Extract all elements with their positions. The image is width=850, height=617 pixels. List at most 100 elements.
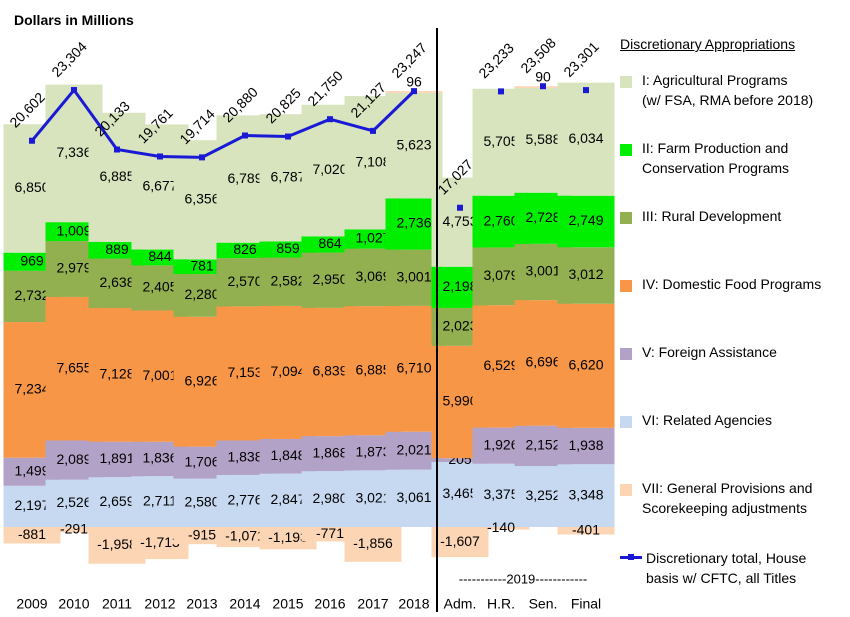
label-foreign-assistance-1: 2,089 — [56, 451, 91, 467]
bar-farm-production-2 — [88, 241, 146, 259]
x-tick-label-0: 2009 — [16, 596, 47, 612]
label-domestic-food-1: 7,655 — [56, 359, 91, 375]
total-point-1 — [71, 87, 77, 94]
label-related-agencies-10: 3,465 — [442, 485, 477, 501]
label-domestic-food-3: 7,001 — [142, 367, 177, 383]
label-farm-production-10: 2,198 — [442, 278, 477, 294]
x-tick-label-10: Adm. — [444, 596, 477, 612]
bar-foreign-assistance-10 — [431, 458, 489, 463]
label-agricultural-4: 6,356 — [184, 190, 219, 206]
label-rural-development-4: 2,280 — [184, 286, 219, 302]
chart-title: Dollars in Millions — [14, 12, 134, 28]
label-foreign-assistance-6: 1,848 — [270, 447, 305, 463]
total-line — [30, 87, 416, 159]
total-point-10 — [457, 204, 463, 211]
label-farm-production-7: 864 — [318, 235, 342, 251]
label-general-provisions-7: -771 — [316, 525, 344, 541]
label-related-agencies-2: 2,659 — [99, 493, 134, 509]
total-point-3 — [157, 153, 163, 160]
label-general-provisions-8: -1,856 — [353, 535, 393, 551]
group-label-2019: -----------2019------------ — [459, 571, 588, 586]
label-foreign-assistance-11: 1,926 — [483, 436, 518, 452]
label-related-agencies-3: 2,711 — [143, 492, 177, 508]
bar-farm-production-13 — [557, 195, 615, 248]
x-tick-label-6: 2015 — [272, 596, 303, 612]
x-tick-label-13: Final — [571, 596, 601, 612]
label-agricultural-6: 6,787 — [270, 169, 305, 185]
total-point-0 — [29, 137, 35, 144]
label-related-agencies-8: 3,021 — [355, 489, 390, 505]
label-foreign-assistance-9: 2,021 — [396, 441, 431, 457]
label-agricultural-8: 7,108 — [355, 153, 390, 169]
label-domestic-food-4: 6,926 — [184, 372, 219, 388]
x-tick-label-1: 2010 — [58, 596, 89, 612]
label-agricultural-13: 6,034 — [568, 130, 603, 146]
label-farm-production-2: 889 — [105, 241, 129, 257]
label-agricultural-2: 6,885 — [99, 168, 134, 184]
legend-title: Discretionary Appropriations — [620, 36, 796, 52]
label-foreign-assistance-12: 2,152 — [525, 437, 560, 453]
legend-swatch-foreign-assistance — [620, 348, 632, 360]
total-point-11 — [498, 88, 504, 95]
bar-rural-development-13 — [557, 247, 615, 304]
bar-general-provisions-8 — [344, 527, 402, 562]
label-agricultural-10: 4,753 — [442, 213, 477, 229]
bar-farm-production-1 — [45, 222, 103, 242]
label-farm-production-13: 2,749 — [568, 212, 603, 228]
x-tick-label-3: 2012 — [144, 596, 175, 612]
label-related-agencies-4: 2,580 — [184, 494, 219, 510]
label-foreign-assistance-8: 1,873 — [355, 444, 390, 460]
label-foreign-assistance-7: 1,868 — [312, 444, 347, 460]
label-agricultural-5: 6,789 — [227, 170, 262, 186]
label-farm-production-6: 859 — [276, 240, 300, 256]
total-point-8 — [370, 127, 376, 134]
label-foreign-assistance-3: 1,836 — [142, 450, 177, 466]
label-related-agencies-13: 3,348 — [568, 486, 603, 502]
legend-swatch-agricultural — [620, 76, 632, 88]
label-farm-production-11: 2,760 — [483, 212, 518, 228]
label-domestic-food-8: 6,885 — [355, 361, 390, 377]
label-domestic-food-0: 7,234 — [14, 381, 49, 397]
total-point-9 — [411, 88, 417, 95]
label-rural-development-7: 2,950 — [312, 271, 347, 287]
x-tick-label-9: 2018 — [398, 596, 429, 612]
label-general-provisions-6: -1,193 — [268, 529, 308, 545]
label-related-agencies-7: 2,980 — [312, 490, 347, 506]
total-label-7: 21,750 — [304, 67, 346, 109]
legend-swatch-farm-production — [620, 144, 632, 156]
label-domestic-food-13: 6,620 — [568, 357, 603, 373]
label-related-agencies-9: 3,061 — [396, 489, 431, 505]
total-label-11: 23,233 — [475, 40, 517, 82]
label-general-provisions-4: -915 — [188, 526, 216, 542]
label-related-agencies-1: 2,526 — [56, 494, 91, 510]
label-rural-development-5: 2,570 — [227, 273, 262, 289]
label-agricultural-0: 6,850 — [14, 179, 49, 195]
total-point-13 — [583, 87, 589, 94]
x-tick-label-4: 2013 — [186, 596, 217, 612]
total-label-13: 23,301 — [560, 38, 602, 80]
label-rural-development-6: 2,582 — [270, 272, 305, 288]
label-farm-production-3: 844 — [148, 248, 172, 264]
x-tick-label-2: 2011 — [102, 596, 132, 612]
label-general-provisions-1: -291 — [60, 520, 88, 536]
bar-general-provisions-4 — [173, 527, 231, 545]
legend-label-foreign-assistance: V: Foreign Assistance — [642, 344, 777, 360]
bar-general-provisions-11 — [472, 527, 530, 530]
label-rural-development-12: 3,001 — [525, 263, 560, 279]
label-related-agencies-5: 2,776 — [227, 492, 262, 508]
label-agricultural-1: 7,336 — [56, 144, 91, 160]
bar-general-provisions-1 — [45, 527, 103, 533]
label-general-provisions-2: -1,958 — [97, 536, 137, 552]
label-domestic-food-5: 7,153 — [227, 364, 262, 380]
label-related-agencies-0: 2,197 — [14, 497, 49, 513]
label-rural-development-0: 2,732 — [14, 287, 49, 303]
bar-foreign-assistance-13 — [557, 427, 615, 465]
total-point-5 — [242, 132, 248, 139]
bar-farm-production-5 — [216, 242, 274, 259]
label-rural-development-9: 3,001 — [396, 268, 431, 284]
label-domestic-food-7: 6,839 — [312, 363, 347, 379]
label-rural-development-1: 2,979 — [56, 260, 91, 276]
legend-label-domestic-food: IV: Domestic Food Programs — [642, 276, 822, 292]
bar-farm-production-7 — [301, 236, 359, 253]
label-foreign-assistance-4: 1,706 — [184, 453, 219, 469]
